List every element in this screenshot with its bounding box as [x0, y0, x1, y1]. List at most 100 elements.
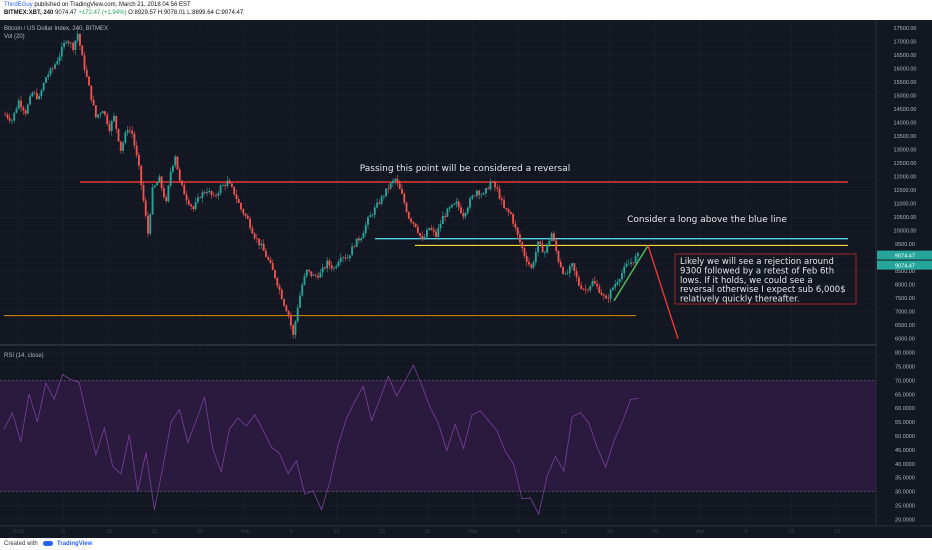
- candle-body: [156, 182, 159, 186]
- candle-body: [405, 202, 408, 212]
- time-tick-label: 12: [333, 529, 339, 535]
- candle-body: [108, 124, 111, 131]
- candle-body: [45, 76, 47, 83]
- rsi-tick-label: 55.0000: [895, 420, 915, 426]
- candle-body: [553, 233, 555, 241]
- chart-title: Bitcoin / US Dollar Index, 240, BITMEX: [4, 26, 108, 32]
- candle-body: [242, 209, 245, 214]
- candle-body: [33, 92, 36, 94]
- candle-body: [106, 114, 109, 125]
- price-tick-label: 7000.00: [895, 310, 915, 316]
- rsi-tick-label: 50.0000: [895, 434, 915, 440]
- candle-body: [344, 257, 347, 259]
- candle-body: [496, 187, 499, 189]
- candle-body: [17, 100, 20, 109]
- candle-body: [627, 263, 630, 265]
- price-tick-label: 17500.00: [894, 26, 917, 32]
- candle-body: [636, 252, 639, 257]
- candle-body: [162, 188, 165, 198]
- candle-body: [398, 183, 401, 189]
- candle-body: [133, 133, 136, 146]
- candle-body: [72, 42, 75, 50]
- candle-body: [326, 260, 329, 269]
- candle-body: [478, 190, 481, 195]
- candle-body: [201, 192, 204, 198]
- note-text: Likely we will see a rejection around 930…: [680, 257, 846, 305]
- annotation-lines: [0, 181, 876, 492]
- candle-body: [178, 169, 181, 181]
- candle-body: [24, 110, 27, 114]
- created-with-label: Created with: [4, 541, 38, 548]
- candle-body: [401, 188, 403, 194]
- tradingview-brand[interactable]: TradingView: [57, 541, 93, 548]
- candle-body: [584, 289, 587, 290]
- candle-body: [181, 180, 183, 186]
- candle-body: [267, 256, 270, 260]
- candle-body: [378, 202, 381, 204]
- candle-body: [8, 117, 11, 121]
- candle-body: [276, 278, 279, 286]
- price-tick-label: 6500.00: [895, 323, 915, 329]
- time-tick-label: Feb: [241, 529, 250, 535]
- candle-body: [530, 264, 533, 268]
- candle-body: [31, 92, 34, 97]
- price-tick-label: 10000.00: [894, 229, 917, 235]
- candle-body: [119, 141, 122, 151]
- candle-body: [557, 251, 560, 262]
- candle-body: [11, 120, 13, 122]
- candle-body: [135, 145, 138, 156]
- candle-body: [103, 111, 106, 115]
- projection-line[interactable]: [647, 245, 679, 339]
- candle-body: [323, 267, 326, 269]
- candle-body: [271, 263, 274, 271]
- candle-body: [160, 176, 163, 189]
- green-trend-line[interactable]: [613, 245, 649, 302]
- rsi-tick-label: 40.0000: [895, 462, 915, 468]
- candle-body: [480, 194, 483, 196]
- candle-body: [15, 108, 18, 113]
- candle-body: [566, 273, 569, 274]
- candle-body: [253, 233, 256, 239]
- candle-body: [337, 261, 340, 267]
- candle-body: [539, 241, 542, 244]
- candle-body: [212, 194, 215, 196]
- candle-body: [274, 270, 276, 279]
- volume-label: Vol (20): [4, 34, 25, 40]
- candle-body: [230, 183, 233, 187]
- chart-canvas[interactable]: 17500.00 17000.00 16500.00 16000.00 15500.00…: [0, 20, 932, 538]
- time-tick-label: 26: [424, 529, 430, 535]
- candle-body: [450, 204, 453, 208]
- rsi-tick-label: 60.0000: [895, 406, 915, 412]
- candle-body: [634, 256, 637, 263]
- last-price-tag-label: 9074.47: [895, 254, 915, 260]
- price-tick-label: 8000.00: [895, 283, 915, 289]
- candle-body: [251, 228, 254, 234]
- candle-body: [79, 33, 81, 46]
- candle-body: [38, 96, 41, 99]
- candle-body: [534, 252, 537, 263]
- price-tick-label: 6000.00: [895, 337, 915, 343]
- time-tick-label: 16: [788, 529, 794, 535]
- candle-body: [122, 142, 124, 151]
- footer-text: Created with TradingView: [4, 541, 92, 547]
- price-tick-label: 11500.00: [894, 188, 917, 194]
- price-tick-label: 13500.00: [894, 134, 917, 140]
- time-tick-label: 9: [744, 529, 747, 535]
- rsi-axis[interactable]: 80.0000 75.0000 70.0000 65.0000 60.0000 55.00…: [895, 351, 915, 524]
- index-price-tag-label: 9074.47: [895, 264, 915, 270]
- candle-body: [76, 33, 79, 41]
- candle-body: [600, 292, 603, 296]
- candle-body: [464, 212, 467, 217]
- candle-body: [97, 114, 100, 118]
- time-axis[interactable]: 2018 8 15 22 29 Feb 6 12 19 26 Mar 6 12 19 26 Apr 9 16 23: [12, 529, 840, 535]
- candle-body: [296, 307, 299, 322]
- rsi-label: RSI (14, close): [4, 353, 44, 359]
- candle-body: [432, 229, 435, 232]
- candle-body: [6, 114, 9, 118]
- author-link[interactable]: ThirdEGuy: [4, 2, 33, 8]
- index-price-tag: [877, 260, 932, 270]
- candle-body: [582, 288, 585, 290]
- candle-body: [614, 284, 617, 288]
- note-line: Likely we will see a rejection around: [680, 257, 834, 267]
- candle-body: [537, 241, 540, 253]
